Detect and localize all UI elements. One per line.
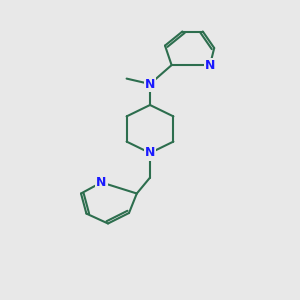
Text: N: N [145, 146, 155, 160]
Text: N: N [145, 77, 155, 91]
Text: N: N [96, 176, 106, 189]
Text: N: N [205, 58, 215, 72]
